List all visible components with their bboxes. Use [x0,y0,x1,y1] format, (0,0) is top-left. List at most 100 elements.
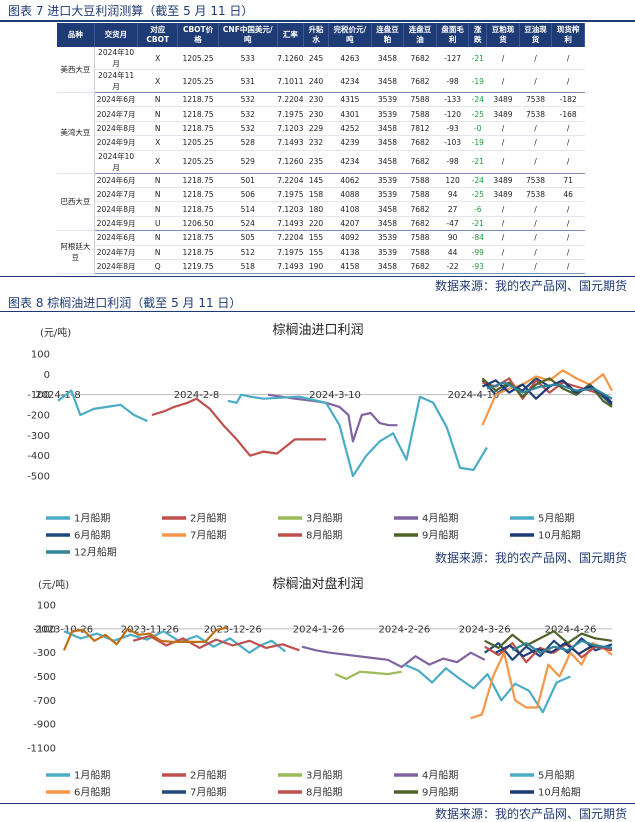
table-cell: 3458 [371,135,404,151]
legend-label: 4月船期 [422,512,458,525]
table-cell: X [137,47,178,70]
series-line [227,393,488,478]
chart1-source: 数据来源：我的农产品网、国元期货 [434,551,627,565]
y-tick-label: -100 [27,390,50,401]
table-header-cell: 对应CBOT [137,23,179,47]
table-cell: 1218.75 [177,201,219,217]
table-header-cell: 豆油现货 [519,23,553,47]
table-header-cell: 盘面毛利 [436,23,470,47]
table-cell: 7.2204 [277,92,304,108]
table-cell: 229 [303,121,329,137]
table-cell: 1218.75 [177,121,219,137]
x-tick-label: 2024-3-26 [459,624,511,635]
table-cell: N [137,92,178,108]
table-cell: -93 [436,121,469,137]
table-cell: Q [137,259,178,275]
table-cell: / [486,69,520,93]
table-cell: -47 [436,216,469,232]
table-cell: 2024年7月 [94,245,138,260]
table-cell: 158 [303,187,329,203]
legend-label: 9月船期 [422,529,458,542]
table-cell: 7.1260 [277,150,304,174]
y-tick-label: -400 [27,451,50,462]
table-cell: 3489 [486,187,520,203]
y-tick-label: -200 [27,411,50,422]
table-cell: 7.2204 [277,230,304,246]
table-cell: -168 [551,106,585,122]
table-cell: 27 [436,201,469,217]
table-cell: 7538 [519,173,552,188]
table-cell: 7682 [403,150,437,174]
series-line [484,630,613,650]
table-cell: / [519,245,552,260]
y-tick-label: 0 [44,370,50,381]
table-row: 2024年9月 U 1206.50 524 7.1493 220 4207 3458 7682-… [57,216,585,232]
table-cell: 1218.75 [177,245,219,260]
table-cell: -22 [436,259,469,275]
table-header-cell: 交货月 [94,23,139,47]
fig7-top-rule [0,20,635,22]
table-cell: N [137,173,178,188]
y-tick-label: -300 [27,431,50,442]
table-cell: 2024年6月 [94,230,138,246]
table-cell: 3539 [371,92,404,108]
y-tick-label: -900 [33,720,56,731]
y-tick-label: -300 [33,648,56,659]
table-cell: / [519,121,552,137]
table-header-cell: 连盘豆粕 [371,23,405,47]
table-cell: -98 [436,69,469,93]
table-header-cell: 涨跌 [468,23,488,47]
table-header-cell: 连盘豆油 [403,23,437,47]
fig7-bottom-rule [0,276,635,277]
table-cell: 7682 [403,201,437,217]
legend-label: 1月船期 [74,512,110,525]
table-cell: 7.1975 [277,187,304,203]
y-tick-label: -100 [33,624,56,635]
legend-label: 3月船期 [306,512,342,525]
table-cell: 4234 [328,69,372,93]
table-cell: / [519,259,552,275]
table-cell: -103 [436,135,469,151]
table-cell: 180 [303,201,329,217]
table-cell: 2024年11月 [94,69,138,93]
table-cell: -24 [468,92,487,108]
legend-label: 12月船期 [74,546,117,559]
table-row: 2024年8月 N 1218.75 514 7.1203 180 4108 3458 7682 2… [57,201,585,217]
table-cell: 4234 [328,150,372,174]
legend-label: 5月船期 [538,512,574,525]
table-cell: -21 [468,216,487,232]
series-line [267,393,398,443]
table-row: 巴西大豆 2024年6月 N 1218.75 501 7.2204 145 4062 3539 7… [57,173,585,232]
table-cell: 4252 [328,121,372,137]
table-cell: 3458 [371,47,404,70]
table-row: 阿根廷大豆 2024年6月 N 1218.75 505 7.2204 155 4092 3539… [57,230,585,275]
table-cell: 7588 [403,92,437,108]
y-axis-unit: (元/吨) [38,578,69,591]
legend-label: 7月船期 [190,786,226,799]
table-cell: N [137,230,178,246]
table-cell: N [137,121,178,137]
series-line [132,634,300,652]
fig8-top-rule [0,311,635,312]
table-cell: 1218.75 [177,187,219,203]
table-cell: 145 [303,173,329,188]
soybean-profit-table: 品种 交货月 对应CBOT CBOT价格 CNF中国美元/吨 汇率 升贴水 完税价元/吨 连盘豆… [57,23,585,275]
table-cell: / [486,201,520,217]
table-cell: / [519,201,552,217]
table-cell: 220 [303,216,329,232]
table-cell: X [137,150,178,174]
table-cell: 7.1011 [277,69,304,93]
legend-label: 2月船期 [190,512,226,525]
table-cell: 44 [436,245,469,260]
table-row: 2024年7月 N 1218.75 532 7.1975 230 4301 3539 7588-… [57,106,585,122]
series-line [62,626,228,651]
series-line [301,645,486,669]
table-cell: 7682 [403,69,437,93]
variety-cell: 阿根廷大豆 [57,230,95,275]
y-tick-label: -500 [27,472,50,483]
table-cell: -120 [436,106,469,122]
table-cell: / [551,259,585,275]
table-cell: -98 [436,150,469,174]
table-cell: 120 [436,173,469,188]
table-cell: 2024年8月 [94,259,138,275]
